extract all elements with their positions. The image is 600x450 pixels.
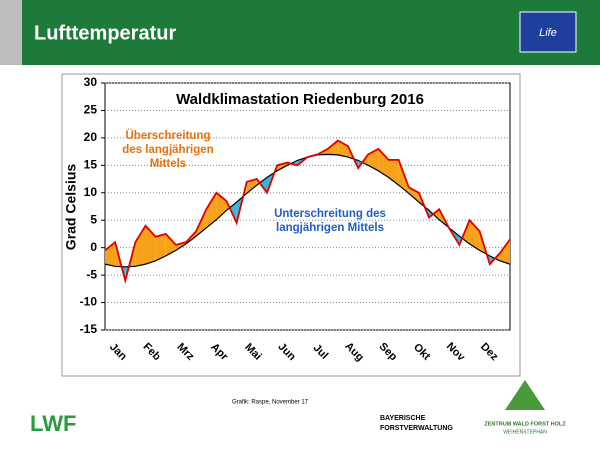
eu-logo	[519, 11, 577, 53]
zentrum-logo-1: ZENTRUM WALD FORST HOLZ	[484, 421, 566, 427]
slide-title: Lufttemperatur	[34, 22, 176, 44]
deviation-area	[368, 148, 379, 171]
deviation-area	[408, 187, 419, 203]
zentrum-logo-2: WEIHENSTEPHAN	[503, 429, 547, 435]
y-tick-label: 5	[90, 212, 97, 226]
chart-title: Waldklimastation Riedenburg 2016	[176, 91, 424, 108]
annotation: langjährigen Mittels	[276, 222, 384, 234]
eu-logo-text: Life	[539, 27, 557, 39]
deviation-area	[378, 148, 389, 178]
y-tick-label: -15	[80, 322, 98, 336]
y-tick-label: 10	[84, 185, 98, 199]
y-tick-label: 20	[84, 130, 98, 144]
y-axis-label: Grad Celsius	[63, 164, 79, 251]
temperature-line	[104, 139, 511, 285]
y-tick-label: -5	[86, 267, 97, 281]
deviation-area	[469, 220, 480, 251]
deviation-area	[155, 233, 166, 261]
deviation-area	[327, 140, 338, 155]
bayern-logo-1: BAYERISCHE	[380, 415, 426, 422]
header-strip	[0, 0, 22, 65]
credit: Grafik: Raspe, November 17	[232, 400, 309, 406]
deviation-area	[135, 225, 146, 267]
deviation-area	[499, 239, 510, 265]
deviation-area	[433, 209, 440, 220]
y-tick-label: 0	[90, 240, 97, 254]
y-tick-label: 15	[84, 158, 98, 172]
annotation: Mittels	[150, 158, 186, 170]
deviation-area	[145, 225, 156, 265]
y-tick-label: 30	[84, 75, 98, 89]
bayern-logo-2: FORSTVERWALTUNG	[380, 425, 453, 432]
y-tick-label: -10	[80, 295, 98, 309]
lwf-logo: LWF	[30, 411, 76, 436]
deviation-area	[165, 233, 176, 256]
annotation: des langjährigen	[122, 144, 213, 156]
deviation-area	[206, 192, 217, 228]
header-bar	[22, 0, 600, 65]
annotation: Unterschreitung des	[274, 208, 386, 220]
y-tick-label: 25	[84, 103, 98, 117]
zentrum-icon	[505, 380, 545, 410]
annotation: Überschreitung	[126, 129, 211, 142]
deviation-area	[246, 179, 257, 194]
deviation-area	[105, 242, 116, 267]
plot-area	[104, 82, 511, 331]
